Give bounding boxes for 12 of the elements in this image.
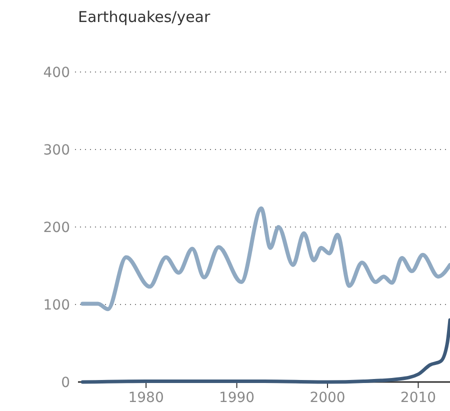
x-tick-label: 2000 [310, 390, 346, 406]
y-tick-label: 0 [61, 374, 70, 391]
line-series [80, 206, 450, 312]
y-tick-label: 100 [43, 297, 70, 314]
x-tick-label: 1980 [128, 390, 164, 406]
x-tick-label: 1990 [218, 390, 255, 406]
y-axis-title: Earthquakes/year [78, 8, 211, 26]
y-tick-label: 200 [43, 220, 70, 236]
y-tick-label: 400 [43, 64, 70, 81]
y-tick-label: 300 [43, 142, 70, 158]
x-tick-label: 2010 [400, 390, 436, 406]
line-series [80, 318, 450, 384]
